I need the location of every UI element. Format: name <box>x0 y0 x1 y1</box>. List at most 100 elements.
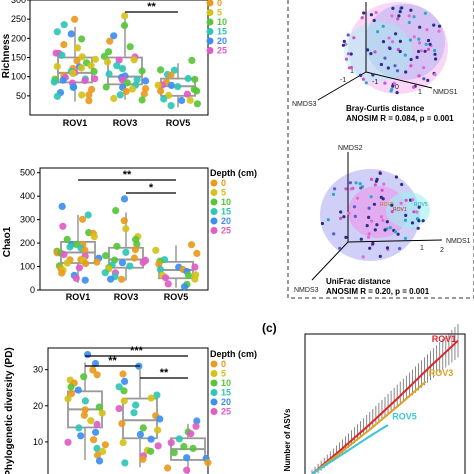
pd-point-rov1-20 <box>77 432 85 440</box>
nmds1-dots-dot-74 <box>369 13 373 17</box>
richness-point-rov5-17 <box>160 95 168 103</box>
nmds1-dots-dot-40 <box>418 41 422 45</box>
pd-significance: ******* <box>85 345 188 379</box>
richness-point-rov5-5 <box>184 74 192 83</box>
chao1-point-rov1-25 <box>63 259 71 267</box>
nmds1-dots-dot-78 <box>396 17 400 21</box>
nmds1-dots-dot-2 <box>366 48 370 52</box>
pd-ytick-label-1: 20 <box>33 401 43 411</box>
richness-point-rov1-38 <box>53 92 62 100</box>
nmds-bray-curtis-plot: NMDS1 NMDS3 -1 1 -1 0 1 Bray-Curtis dist… <box>292 2 458 123</box>
chao1-ytick-label-1: 100 <box>20 262 35 272</box>
pd-point-rov3-3 <box>115 383 123 391</box>
pd-point-rov1-14 <box>98 409 106 417</box>
richness-xtick-label-rov5: ROV5 <box>166 118 191 128</box>
nmds1-dots-dot-12 <box>387 36 391 40</box>
richness-ytick-label-4: 250 <box>11 14 26 24</box>
nmds1-dots-dot-11 <box>408 38 412 42</box>
pd-point-rov1-2 <box>89 366 97 374</box>
nmds2-dots-dot-51 <box>415 210 419 214</box>
richness-point-rov1-29 <box>81 77 89 85</box>
pd-point-rov1-13 <box>81 406 89 414</box>
nmds2-dots-dot-73 <box>399 201 403 205</box>
richness-point-rov3-11 <box>113 62 121 70</box>
pd-point-rov5-7 <box>189 444 197 452</box>
legend-top-swatch-0 <box>206 0 214 7</box>
chao1-point-rov1-6 <box>90 233 98 241</box>
legend-bot-label-25: 25 <box>221 407 231 417</box>
nmds1-dots-dot-22 <box>360 16 364 20</box>
nmds1-dots-dot-23 <box>433 52 437 56</box>
chao1-point-rov5-18 <box>181 283 189 291</box>
richness-xtick-label-rov1: ROV1 <box>63 118 88 128</box>
nmds1-dots-dot-60 <box>433 48 437 53</box>
pd-point-rov5-1 <box>192 422 200 430</box>
nmds2-dots-dot-31 <box>385 246 390 250</box>
richness-point-rov1-30 <box>50 78 58 86</box>
richness-point-rov1-5 <box>60 41 68 49</box>
nmds2-dots-dot-72 <box>421 219 425 223</box>
nmds1-dots-dot-89 <box>412 85 416 89</box>
richness-point-rov3-6 <box>100 52 108 61</box>
legend-top-label-15: 15 <box>217 27 227 37</box>
richness-point-rov1-2 <box>53 28 61 36</box>
nmds2-dots-dot-74 <box>404 213 408 217</box>
nmds2-group-label-rov3: ROV3 <box>380 202 394 208</box>
richness-point-rov3-13 <box>138 67 146 75</box>
nmds2-dots-dot-3 <box>355 196 360 200</box>
nmds1-dots-dot-67 <box>407 14 411 18</box>
richness-xtick-label-rov3: ROV3 <box>113 118 138 128</box>
nmds1-axis-nmds3 <box>317 71 367 101</box>
nmds1-dots-dot-14 <box>371 73 375 77</box>
nmds1-dots-dot-80 <box>426 78 430 82</box>
richness-point-rov1-36 <box>78 91 86 99</box>
nmds1-dots-dot-1 <box>383 81 387 85</box>
panel-label-c: (c) <box>262 321 277 335</box>
pd-point-rov1-7 <box>67 383 75 391</box>
chao1-xtick-label-rov5: ROV5 <box>164 292 189 302</box>
nmds1-dots-dot-49 <box>398 39 402 44</box>
rarefaction-series-labels: ROV1 ROV3 ROV5 <box>392 334 456 422</box>
nmds2-dots-dot-64 <box>348 181 352 185</box>
chao1-sig-label-1: * <box>149 182 154 194</box>
nmds1-dots-dot-56 <box>391 6 395 10</box>
nmds1-dots-dot-65 <box>386 66 390 70</box>
nmds2-dots-dot-0 <box>347 211 351 215</box>
rarefaction-plot: (c) Number of ASVs ROV1 ROV3 ROV5 <box>262 321 466 474</box>
nmds2-tick-1: 2 <box>440 247 444 254</box>
nmds2-dots-dot-49 <box>383 228 387 232</box>
richness-ytick-label-3: 200 <box>11 33 26 43</box>
pd-point-rov1-25 <box>99 447 107 456</box>
nmds1-dots-dot-26 <box>418 25 422 29</box>
nmds1-tick-2: -1 <box>372 79 378 86</box>
nmds2-dots-dot-1 <box>331 192 336 196</box>
richness-point-rov5-1 <box>170 66 179 74</box>
nmds2-dots-dot-67 <box>338 246 342 250</box>
richness-point-rov3-31 <box>138 96 146 104</box>
richness-point-rov3-29 <box>116 91 124 99</box>
legend-mid-label-0: 0 <box>221 178 226 188</box>
nmds2-dots-dot-70 <box>403 218 408 222</box>
pd-point-rov1-15 <box>80 411 88 419</box>
nmds2-dots-dot-44 <box>344 187 348 191</box>
nmds1-tick-3: 0 <box>395 84 399 91</box>
chao1-point-rov1-2 <box>79 215 87 223</box>
nmds2-axis-nmds1 <box>347 239 443 243</box>
nmds1-dots-dot-34 <box>437 29 441 33</box>
pd-point-rov1-23 <box>101 441 109 449</box>
richness-point-rov5-14 <box>157 87 165 95</box>
nmds1-dots-dot-32 <box>419 49 423 53</box>
richness-y-ticks: 50 100 150 200 250 300 <box>11 0 30 101</box>
chao1-point-rov3-11 <box>130 254 138 262</box>
pd-point-rov1-27 <box>95 457 104 465</box>
nmds2-label-nmds2: NMDS2 <box>338 145 363 152</box>
richness-ytick-label-5: 300 <box>11 0 26 5</box>
pd-plot-frame <box>47 347 209 474</box>
richness-point-rov1-25 <box>91 75 99 83</box>
nmds2-dots-dot-40 <box>367 215 371 219</box>
richness-point-rov1-33 <box>70 83 78 91</box>
chao1-point-rov1-7 <box>63 235 71 243</box>
chao1-point-rov3-9 <box>122 248 130 256</box>
